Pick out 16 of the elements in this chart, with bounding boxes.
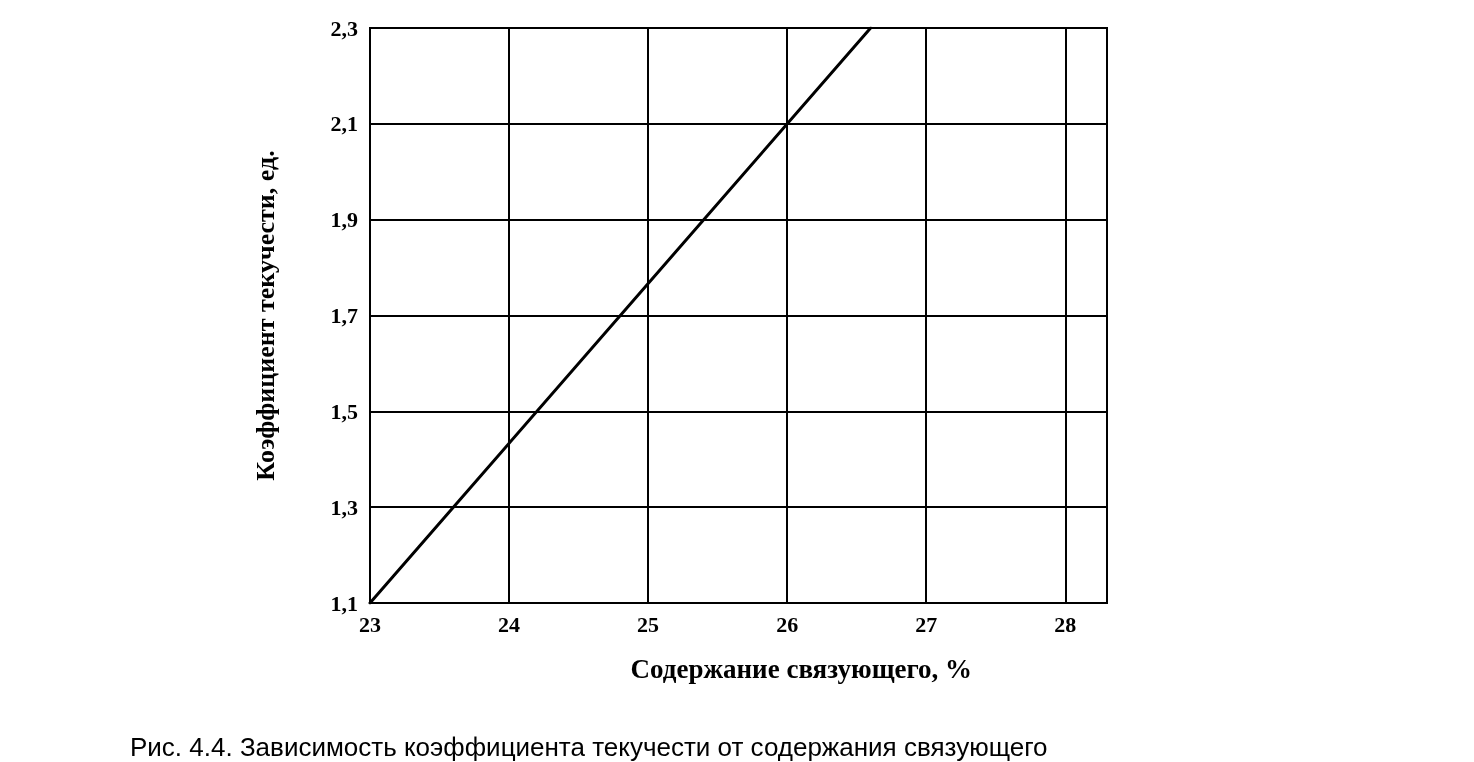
y-tick-label: 1,9 bbox=[330, 207, 358, 233]
x-axis-title: Содержание связующего, % bbox=[630, 653, 972, 684]
y-tick-label: 2,3 bbox=[330, 15, 358, 41]
y-tick-label: 1,7 bbox=[330, 303, 358, 328]
x-tick-label: 24 bbox=[498, 611, 521, 637]
y-tick-label: 2,1 bbox=[330, 111, 358, 137]
x-tick-label: 25 bbox=[637, 611, 660, 637]
x-tick-label: 26 bbox=[776, 611, 799, 637]
x-tick-label: 23 bbox=[359, 611, 381, 637]
y-tick-label: 1,3 bbox=[330, 494, 358, 520]
y-tick-label: 1,1 bbox=[330, 590, 358, 616]
y-tick-label: 1,5 bbox=[330, 398, 358, 424]
text: Рис. 4.4. Зависимость коэффициента текучести от содержания связующего bbox=[130, 732, 1048, 762]
x-tick-label: 28 bbox=[1054, 611, 1077, 637]
y-axis-title: Коэффициент текучести, ед. bbox=[250, 150, 280, 481]
x-tick-label: 27 bbox=[915, 611, 938, 637]
